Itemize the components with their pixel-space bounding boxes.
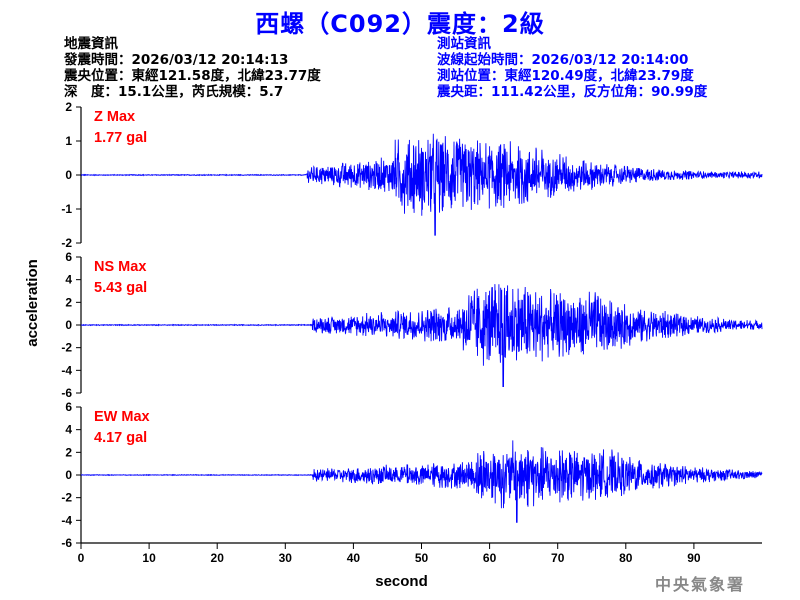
y-tick-label-z: 0 [65, 168, 72, 182]
waveform-start-time: 波線起始時間：2026/03/12 20:14:00 [437, 52, 689, 68]
max-value-ns: 5.43 gal [94, 280, 147, 296]
max-title-z: Z Max [94, 109, 135, 125]
station-info: 測站資訊 波線起始時間：2026/03/12 20:14:00 測站位置：東經1… [437, 36, 707, 100]
x-tick-label: 40 [347, 551, 361, 565]
x-tick-label: 80 [619, 551, 633, 565]
max-title-ns: NS Max [94, 259, 146, 275]
x-tick-label: 10 [142, 551, 156, 565]
x-axis-title: second [375, 573, 428, 590]
y-tick-label-ew: -4 [61, 513, 72, 527]
y-tick-label-ns: 2 [65, 295, 72, 309]
y-tick-label-z: 1 [65, 134, 72, 148]
y-tick-label-ew: -2 [61, 491, 72, 505]
x-tick-label: 70 [551, 551, 565, 565]
waveform-ew [80, 440, 763, 523]
depth-magnitude: 深 度：15.1公里，芮氏規模：5.7 [64, 84, 284, 100]
y-tick-label-ns: -4 [61, 363, 72, 377]
y-tick-label-ns: 0 [65, 318, 72, 332]
y-tick-label-ns: 6 [65, 250, 72, 264]
x-tick-label: 20 [211, 551, 225, 565]
y-tick-label-ns: -2 [61, 341, 72, 355]
station-info-heading: 測站資訊 [437, 36, 491, 52]
y-tick-label-ew: -6 [61, 536, 72, 550]
y-tick-label-ew: 0 [65, 468, 72, 482]
x-tick-label: 30 [279, 551, 293, 565]
earthquake-info-heading: 地震資訊 [64, 36, 118, 52]
waveform-z [81, 133, 763, 236]
epicentral-distance: 震央距：111.42公里，反方位角：90.99度 [437, 84, 708, 100]
x-tick-label: 50 [415, 551, 429, 565]
y-tick-label-z: 2 [65, 100, 72, 114]
waveform-ns [80, 284, 763, 387]
max-value-z: 1.77 gal [94, 130, 147, 146]
y-tick-label-ns: -6 [61, 386, 72, 400]
y-tick-label-ew: 6 [65, 400, 72, 414]
y-tick-label-ew: 4 [65, 423, 72, 437]
earthquake-info: 地震資訊 發震時間：2026/03/12 20:14:13 震央位置：東經121… [64, 36, 321, 100]
max-value-ew: 4.17 gal [94, 430, 147, 446]
agency-mark: 中央氣象署 [655, 575, 746, 594]
y-tick-label-ew: 2 [65, 445, 72, 459]
y-tick-label-ns: 4 [65, 273, 72, 287]
x-tick-label: 60 [483, 551, 497, 565]
y-tick-label-z: -2 [61, 236, 72, 250]
origin-time: 發震時間：2026/03/12 20:14:13 [64, 52, 289, 68]
y-axis-title: acceleration [24, 259, 41, 347]
page-title: 西螺（C092）震度：2級 [255, 10, 545, 38]
epicenter-location: 震央位置：東經121.58度，北緯23.77度 [64, 68, 321, 84]
station-location: 測站位置：東經120.49度，北緯23.79度 [437, 68, 694, 84]
x-tick-label: 90 [687, 551, 701, 565]
y-tick-label-z: -1 [61, 202, 72, 216]
max-title-ew: EW Max [94, 409, 150, 425]
x-tick-label: 0 [78, 551, 85, 565]
